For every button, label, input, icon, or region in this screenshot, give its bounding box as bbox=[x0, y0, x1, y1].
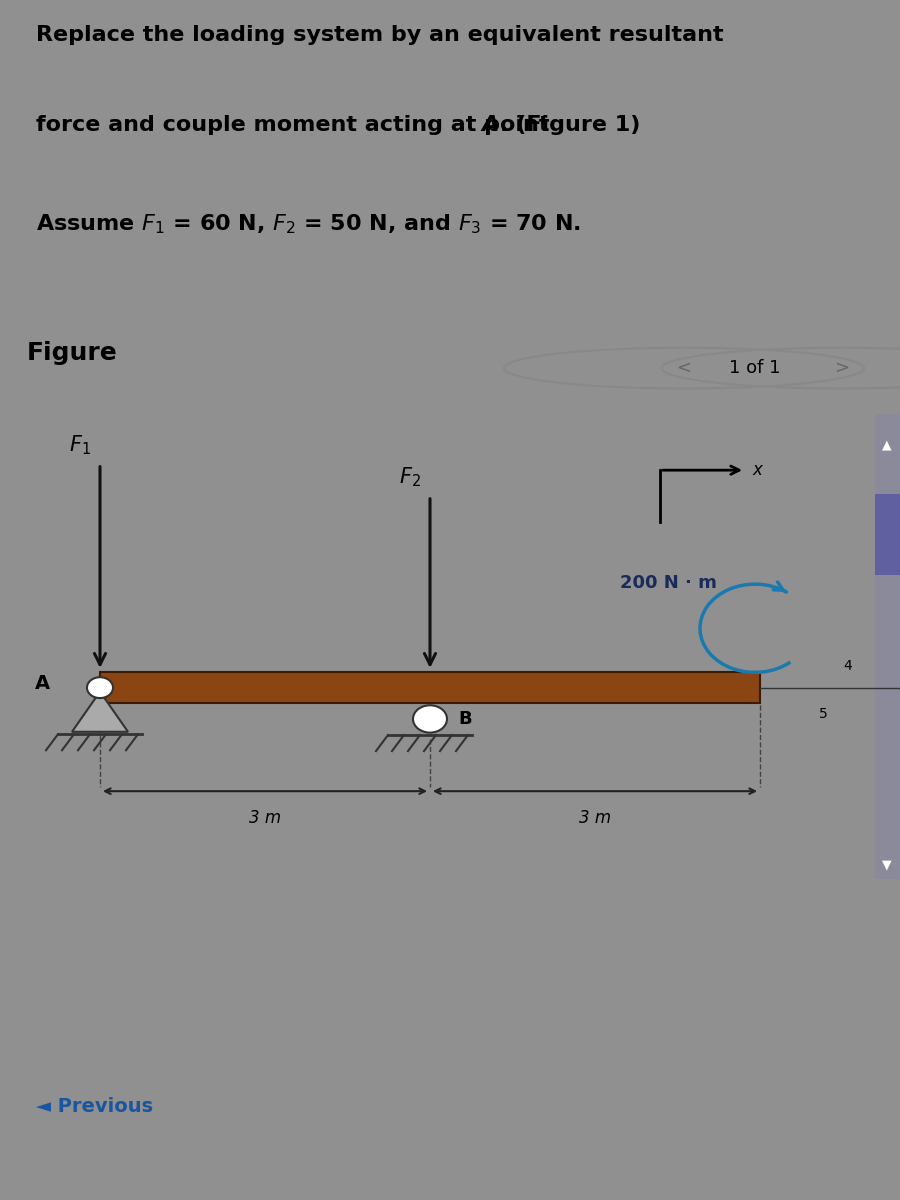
Text: Replace the loading system by an equivalent resultant: Replace the loading system by an equival… bbox=[36, 25, 724, 44]
Text: 200 N · m: 200 N · m bbox=[620, 574, 717, 592]
Text: 1 of 1: 1 of 1 bbox=[729, 359, 780, 377]
Text: <: < bbox=[677, 359, 691, 377]
Text: >: > bbox=[834, 359, 849, 377]
Text: . (Figure 1): . (Figure 1) bbox=[500, 115, 640, 136]
Text: A: A bbox=[482, 115, 499, 136]
Text: B: B bbox=[458, 710, 472, 728]
Text: A: A bbox=[35, 674, 50, 694]
Text: ◄ Previous: ◄ Previous bbox=[36, 1097, 153, 1116]
Text: 4: 4 bbox=[843, 659, 852, 673]
Text: ▼: ▼ bbox=[882, 858, 892, 871]
Bar bbox=[875, 414, 900, 880]
Bar bbox=[875, 494, 900, 575]
Text: x: x bbox=[752, 461, 762, 479]
Text: 3 m: 3 m bbox=[579, 809, 611, 827]
Bar bbox=[100, 672, 760, 703]
Circle shape bbox=[87, 677, 113, 698]
Text: 5: 5 bbox=[819, 707, 827, 720]
Text: $F_2$: $F_2$ bbox=[399, 466, 421, 490]
Text: $F_1$: $F_1$ bbox=[69, 433, 91, 457]
Text: force and couple moment acting at point: force and couple moment acting at point bbox=[36, 115, 557, 136]
Circle shape bbox=[413, 706, 447, 732]
Text: Figure: Figure bbox=[27, 341, 118, 365]
Text: 3 m: 3 m bbox=[249, 809, 281, 827]
Text: ▲: ▲ bbox=[882, 438, 892, 451]
Text: Assume $F_1$ = 60 N, $F_2$ = 50 N, and $F_3$ = 70 N.: Assume $F_1$ = 60 N, $F_2$ = 50 N, and $… bbox=[36, 212, 580, 235]
Polygon shape bbox=[72, 691, 128, 732]
